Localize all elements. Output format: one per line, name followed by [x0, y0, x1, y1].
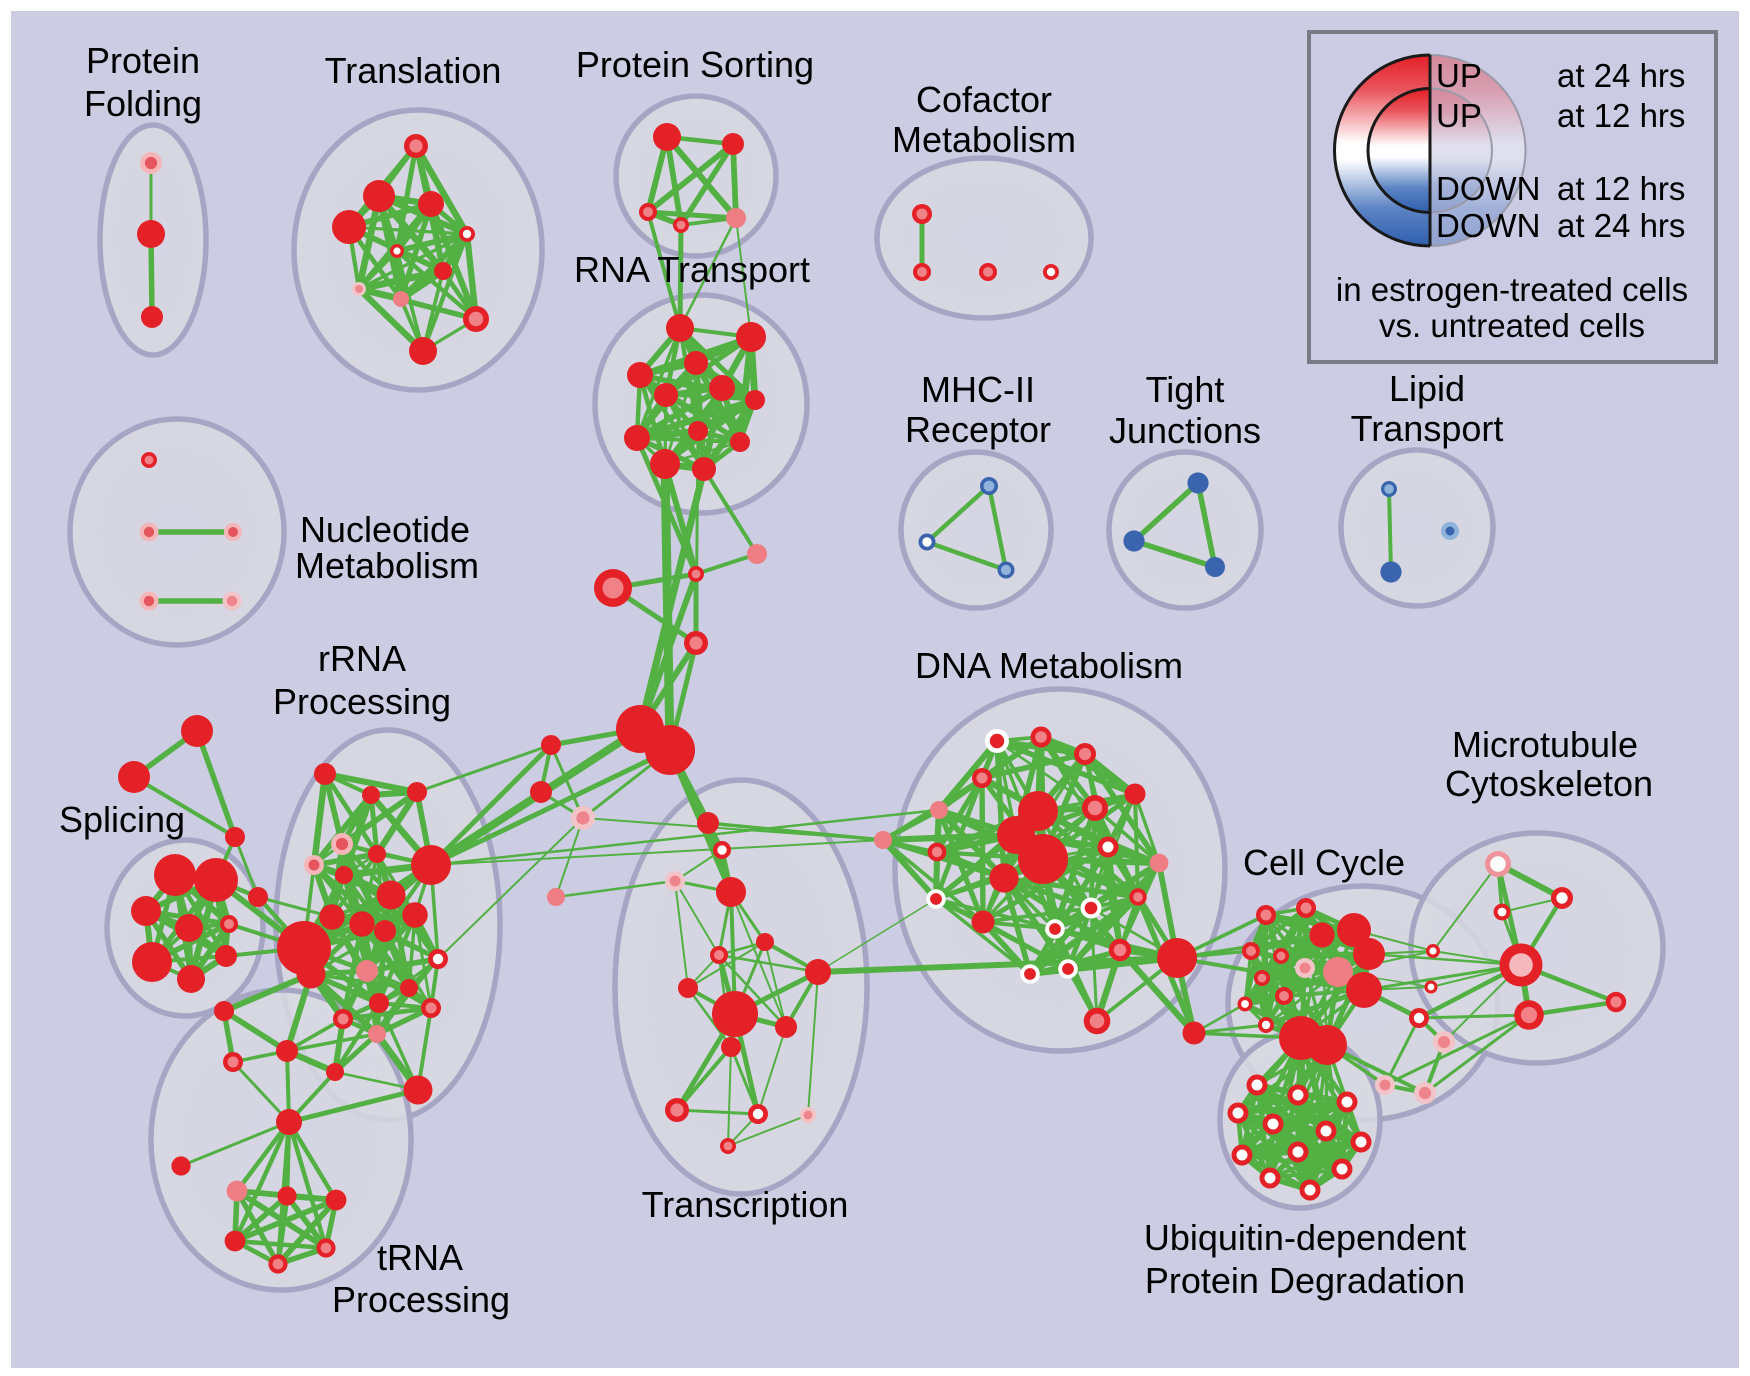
svg-text:Lipid: Lipid — [1389, 368, 1465, 409]
svg-text:at 24 hrs: at 24 hrs — [1557, 207, 1685, 244]
svg-text:UP: UP — [1436, 57, 1482, 94]
svg-text:in estrogen-treated cells: in estrogen-treated cells — [1336, 271, 1688, 308]
svg-text:Folding: Folding — [84, 83, 202, 124]
svg-text:at 12 hrs: at 12 hrs — [1557, 97, 1685, 134]
svg-text:at 24 hrs: at 24 hrs — [1557, 57, 1685, 94]
svg-text:at 12 hrs: at 12 hrs — [1557, 170, 1685, 207]
svg-text:Microtubule: Microtubule — [1452, 724, 1638, 765]
svg-text:Splicing: Splicing — [59, 799, 185, 840]
svg-text:Transcription: Transcription — [642, 1184, 849, 1225]
svg-text:DOWN: DOWN — [1436, 170, 1540, 207]
svg-text:Protein Degradation: Protein Degradation — [1145, 1260, 1465, 1301]
svg-text:tRNA: tRNA — [377, 1237, 463, 1278]
svg-text:Nucleotide: Nucleotide — [300, 509, 470, 550]
svg-text:DNA Metabolism: DNA Metabolism — [915, 645, 1183, 686]
svg-text:Processing: Processing — [332, 1279, 510, 1320]
svg-text:DOWN: DOWN — [1436, 207, 1540, 244]
svg-text:vs. untreated cells: vs. untreated cells — [1379, 307, 1645, 344]
svg-text:Translation: Translation — [325, 50, 502, 91]
svg-text:Ubiquitin-dependent: Ubiquitin-dependent — [1144, 1217, 1466, 1258]
svg-text:Cytoskeleton: Cytoskeleton — [1445, 763, 1653, 804]
svg-text:Junctions: Junctions — [1109, 410, 1261, 451]
svg-text:UP: UP — [1436, 97, 1482, 134]
svg-text:rRNA: rRNA — [318, 638, 406, 679]
svg-text:Metabolism: Metabolism — [295, 545, 479, 586]
svg-text:Protein: Protein — [86, 40, 200, 81]
svg-text:Transport: Transport — [1351, 408, 1504, 449]
svg-text:Cell Cycle: Cell Cycle — [1243, 842, 1405, 883]
svg-text:Tight: Tight — [1146, 369, 1225, 410]
svg-text:Receptor: Receptor — [905, 409, 1051, 450]
svg-text:Processing: Processing — [273, 681, 451, 722]
svg-text:Cofactor: Cofactor — [916, 79, 1052, 120]
svg-text:Metabolism: Metabolism — [892, 119, 1076, 160]
svg-text:Protein Sorting: Protein Sorting — [576, 44, 814, 85]
svg-text:RNA Transport: RNA Transport — [574, 249, 810, 290]
svg-text:MHC-II: MHC-II — [921, 369, 1035, 410]
